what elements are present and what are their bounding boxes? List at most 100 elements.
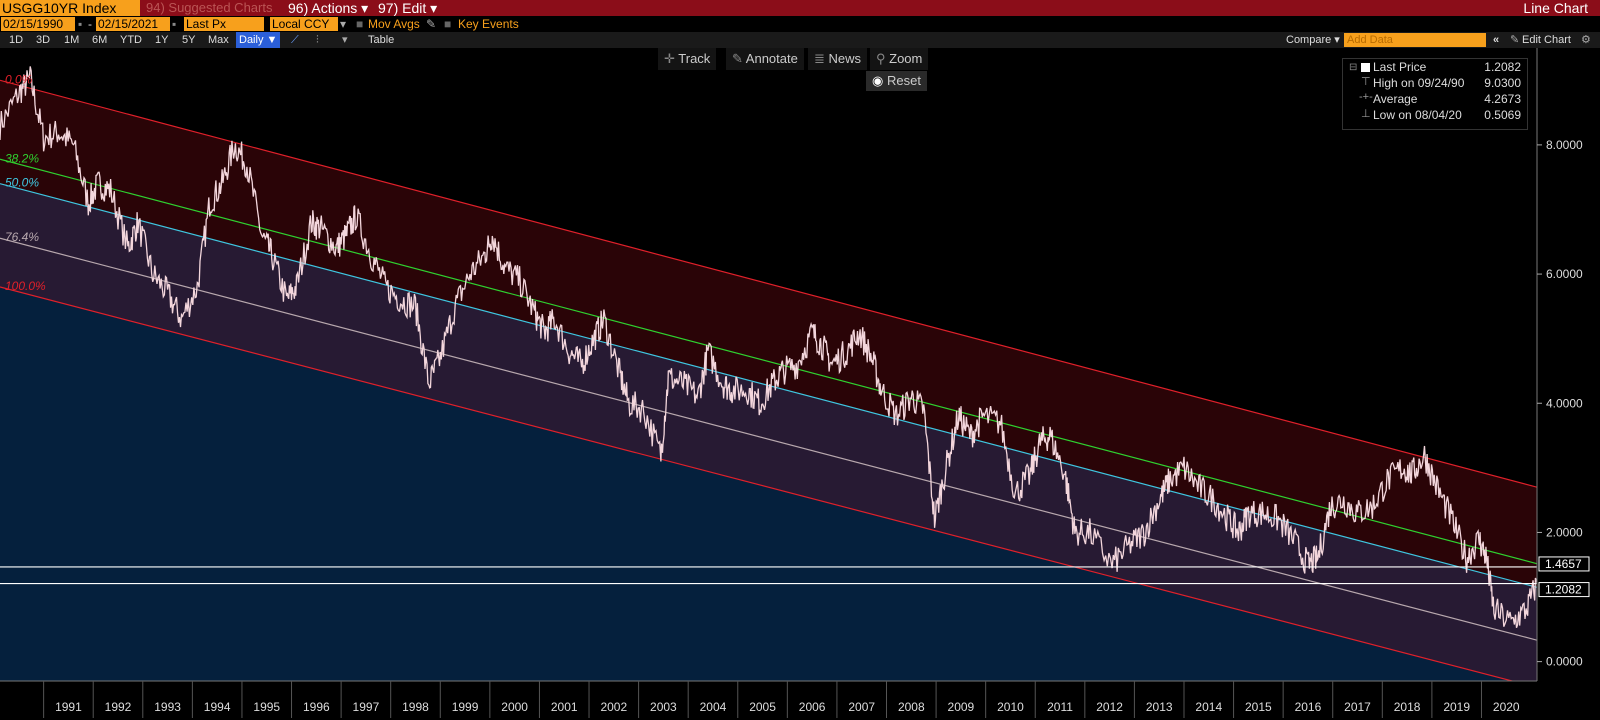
legend-last-value: 1.2082 — [1484, 60, 1521, 74]
price-tag-label: 1.2082 — [1545, 583, 1582, 597]
radio-icon: ◉ — [872, 73, 887, 88]
x-tick-label: 2008 — [898, 700, 925, 714]
x-tick-label: 2009 — [948, 700, 975, 714]
checkbox[interactable]: ■ — [356, 17, 364, 31]
x-tick-label: 1991 — [55, 700, 82, 714]
track-button[interactable]: ✛ Track — [658, 48, 717, 70]
fib-label: 76.4% — [5, 230, 39, 244]
currency-selector[interactable]: Local CCY — [270, 17, 338, 31]
price-tag-box — [1538, 582, 1590, 598]
table-button[interactable]: Table — [368, 34, 395, 46]
pencil-icon[interactable]: ✎ — [1510, 34, 1520, 46]
actions-menu[interactable]: 96) Actions ▾ — [288, 0, 369, 16]
y-tick-label: 4.0000 — [1546, 396, 1583, 410]
pen-icon: ✎ — [732, 51, 746, 66]
x-tick-label: 1998 — [402, 700, 429, 714]
legend-high-value: 9.0300 — [1484, 76, 1521, 90]
x-tick-label: 1994 — [204, 700, 231, 714]
end-date-field[interactable]: 02/15/2021 — [96, 17, 170, 31]
news-icon: ≣ — [814, 51, 829, 66]
x-tick-label: 2004 — [700, 700, 727, 714]
x-tick-label: 2003 — [650, 700, 677, 714]
legend-average-label: Average — [1373, 92, 1418, 106]
collapse-box-icon[interactable]: ⊟ — [1349, 62, 1358, 73]
x-tick-label: 2018 — [1394, 700, 1421, 714]
add-data-input[interactable]: Add Data — [1344, 33, 1486, 47]
ticker-field[interactable]: USGG10YR Index — [0, 0, 140, 16]
below-channel-region — [0, 286, 1537, 681]
news-button[interactable]: ≣ News — [808, 48, 868, 70]
series-color-swatch[interactable] — [1361, 63, 1370, 72]
edit-chart-button[interactable]: Edit Chart — [1522, 34, 1571, 46]
period-1d[interactable]: 1D — [9, 34, 24, 46]
period-6m[interactable]: 6M — [92, 34, 108, 46]
x-tick-label: 2002 — [600, 700, 627, 714]
x-tick-label: 2005 — [749, 700, 776, 714]
frequency-selector[interactable]: Daily ▼ — [236, 32, 281, 48]
period-ytd[interactable]: YTD — [120, 34, 142, 46]
gear-icon[interactable]: ⚙ — [1581, 34, 1591, 46]
checkbox[interactable]: ■ — [444, 17, 452, 31]
compare-menu[interactable]: Compare ▾ — [1286, 34, 1340, 46]
legend-last-label: Last Price — [1373, 60, 1427, 74]
suggested-charts-menu[interactable]: 94) Suggested Charts — [146, 0, 273, 15]
key-events-option[interactable]: Key Events — [458, 17, 519, 31]
fib-line-76 — [0, 237, 1537, 641]
zoom-button[interactable]: ⚲ Zoom — [870, 48, 929, 70]
controls-bar: 02/15/1990 ▪ - 02/15/2021 ▪ Last Px Loca… — [0, 16, 1600, 32]
fib-line-0 — [0, 79, 1537, 488]
x-tick-label: 2010 — [997, 700, 1024, 714]
lower-channel-band — [0, 183, 1537, 681]
chevron-down-icon[interactable]: ▾ — [342, 34, 348, 46]
x-tick-label: 2000 — [501, 700, 528, 714]
period-1m[interactable]: 1M — [64, 34, 80, 46]
mov-avgs-option[interactable]: Mov Avgs — [368, 17, 420, 31]
annotate-button[interactable]: ✎ Annotate — [726, 48, 804, 70]
x-tick-label: 1999 — [452, 700, 479, 714]
fib-label: 100.0% — [5, 279, 46, 293]
collapse-icon[interactable]: « — [1493, 34, 1500, 46]
legend-panel: ⊟ Last Price 1.2082 ⊤ High on 09/24/90 9… — [1342, 58, 1528, 130]
period-5y[interactable]: 5Y — [182, 34, 196, 46]
x-tick-label: 2019 — [1443, 700, 1470, 714]
period-3d[interactable]: 3D — [36, 34, 51, 46]
fib-label: 38.2% — [5, 151, 39, 165]
date-separator: - — [88, 17, 92, 31]
x-tick-label: 2006 — [799, 700, 826, 714]
start-date-field[interactable]: 02/15/1990 — [1, 17, 75, 31]
fib-label: 0.0% — [5, 72, 33, 86]
period-1y[interactable]: 1Y — [155, 34, 169, 46]
x-tick-label: 2001 — [551, 700, 578, 714]
x-tick-label: 1992 — [105, 700, 132, 714]
fib-labels: 0.0% 38.2% 50.0% 76.4% 100.0% — [5, 72, 46, 293]
x-tick-label: 1993 — [154, 700, 181, 714]
title-bar: USGG10YR Index 94) Suggested Charts 96) … — [0, 0, 1600, 16]
calendar-icon[interactable]: ▪ — [172, 17, 177, 31]
x-tick-label: 2016 — [1295, 700, 1322, 714]
high-marker-icon: ⊤ — [1361, 76, 1371, 88]
reset-button[interactable]: ◉ Reset — [866, 71, 927, 91]
legend-high-label: High on 09/24/90 — [1373, 76, 1465, 90]
price-tags: 1.4657 1.2082 — [1538, 556, 1590, 598]
bar-chart-icon[interactable]: ⫶ — [316, 34, 319, 46]
x-tick-label: 2014 — [1195, 700, 1222, 714]
pencil-icon[interactable]: ✎ — [426, 17, 437, 31]
price-line[interactable] — [0, 66, 1537, 629]
y-tick-label: 8.0000 — [1546, 138, 1583, 152]
price-tag-label: 1.4657 — [1545, 557, 1582, 571]
period-bar: 1D 3D 1M 6M YTD 1Y 5Y Max Daily ▼ ⟋ ⫶ ▾ … — [0, 32, 1600, 48]
annotate-label: Annotate — [745, 51, 798, 66]
x-tick-label: 2015 — [1245, 700, 1272, 714]
field-selector[interactable]: Last Px — [184, 17, 264, 31]
edit-menu[interactable]: 97) Edit ▾ — [378, 0, 438, 16]
x-tick-label: 2013 — [1146, 700, 1173, 714]
line-chart-icon[interactable]: ⟋ — [291, 34, 299, 46]
track-label: Track — [678, 51, 711, 66]
calendar-icon[interactable]: ▪ — [78, 17, 83, 31]
period-max[interactable]: Max — [208, 34, 229, 46]
x-tick-label: 2011 — [1047, 700, 1073, 714]
x-axis: 1991 1992 1993 1994 1995 1996 1997 1998 1999 2000… — [0, 680, 1537, 718]
chevron-down-icon[interactable]: ▾ — [340, 17, 347, 31]
price-tag-box — [1538, 556, 1590, 572]
